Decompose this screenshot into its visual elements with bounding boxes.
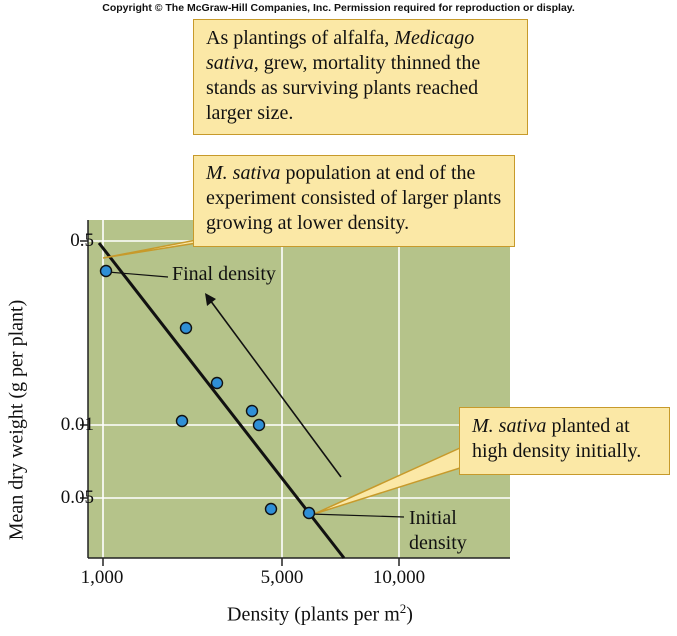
callout-mid-text: population at end of the experiment cons… [206,162,502,234]
x-axis-label-close: ) [406,603,413,626]
callout-alfalfa-thinning: As plantings of alfalfa, Medicago sativa… [193,19,528,135]
y-tick-label: 0.05 [60,487,94,508]
callout-mid-species: M. sativa [206,162,281,184]
data-point [264,502,278,516]
trend-line [97,242,346,559]
x-tick-label: 10,000 [372,567,426,588]
x-axis-label-text: Density (plants per m [227,603,400,626]
callout-final-population: M. sativa population at end of the exper… [193,155,515,247]
data-point [175,414,189,428]
callout-initial-planting: M. sativa planted at high density initia… [459,407,670,475]
y-axis-label: Mean dry weight (g per plant) [5,299,28,541]
x-axis-label: Density (plants per m2) [150,601,490,627]
annotation-initial-density-line2: density [409,532,467,554]
callout-top-text-2: , grew, mortality thinned the stands as … [206,52,481,124]
data-point [210,376,224,390]
annotation-final-density: Final density [172,263,276,285]
axes [80,220,510,566]
copyright-notice: Copyright © The McGraw-Hill Companies, I… [102,2,575,14]
callout-top-text-1: As plantings of alfalfa, [206,27,395,49]
x-tick-label: 1,000 [80,567,124,588]
arrow-shaft [209,299,342,478]
data-point [252,418,266,432]
data-point [245,404,259,418]
arrow-head [205,293,216,306]
callout-low-text: planted at high density initially. [472,415,642,462]
x-tick-label: 5,000 [260,567,304,588]
annotation-initial-density-line1: Initial [409,507,457,529]
data-point [99,264,113,278]
leader-initial-density [309,513,405,518]
x-axis-label-superscript: 2 [399,601,407,616]
data-point [179,321,193,335]
y-tick-label: 0.5 [70,230,94,251]
trajectory-arrow [205,293,342,478]
leader-final-density [107,271,169,278]
data-point [302,506,316,520]
callout-top-species: Medicago sativa [206,27,475,74]
callout-low-species: M. sativa [472,415,547,437]
y-tick-label: 0.01 [60,414,94,435]
